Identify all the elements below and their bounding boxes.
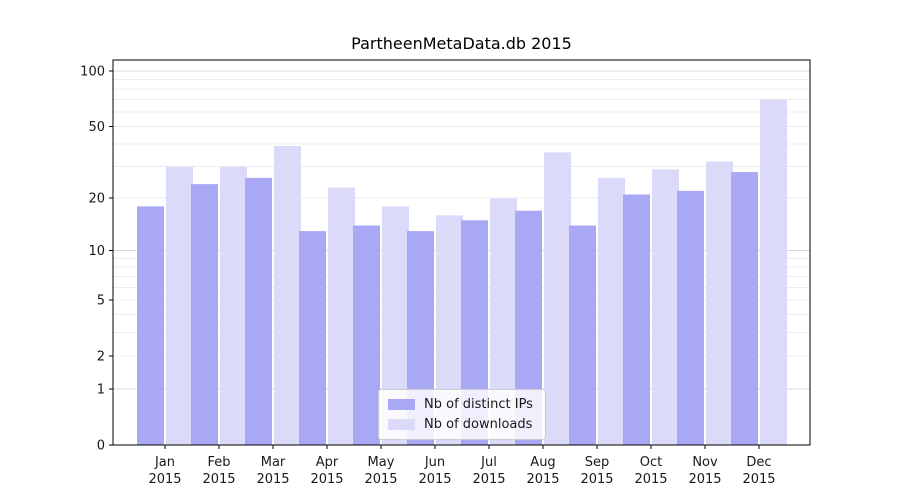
x-tick-label-year: 2015	[364, 472, 397, 487]
bar-downloads-aug	[544, 152, 571, 445]
bar-distinct-ips-mar	[245, 177, 272, 445]
bar-downloads-sep	[598, 177, 625, 445]
x-tick-label-month: Oct	[640, 455, 662, 470]
x-tick-label-year: 2015	[148, 472, 181, 487]
bar-distinct-ips-sep	[569, 225, 596, 445]
bar-distinct-ips-apr	[299, 231, 326, 445]
y-tick-label: 50	[88, 120, 105, 135]
legend-label-downloads: Nb of downloads	[424, 417, 533, 432]
x-tick-label-year: 2015	[580, 472, 613, 487]
y-tick-label: 1	[97, 382, 105, 397]
x-tick-label-year: 2015	[256, 472, 289, 487]
x-tick-label-month: Feb	[207, 455, 230, 470]
chart-title: PartheenMetaData.db 2015	[351, 34, 572, 53]
bar-distinct-ips-dec	[731, 172, 758, 445]
y-tick-label: 10	[88, 244, 105, 259]
bar-downloads-feb	[220, 166, 247, 446]
x-tick-label-year: 2015	[472, 472, 505, 487]
x-tick-label-month: Aug	[530, 455, 555, 470]
x-tick-label-month: Sep	[585, 455, 610, 470]
x-tick-label-year: 2015	[526, 472, 559, 487]
legend-label-distinct-ips: Nb of distinct IPs	[424, 397, 533, 412]
x-tick-label-year: 2015	[634, 472, 667, 487]
bar-downloads-dec	[760, 99, 787, 446]
bar-downloads-oct	[652, 169, 679, 445]
y-tick-label: 5	[97, 293, 105, 308]
x-tick-label-month: May	[368, 455, 395, 470]
x-tick-label-month: Nov	[692, 455, 718, 470]
x-tick-label-month: Apr	[316, 455, 339, 470]
y-tick-label: 0	[97, 439, 105, 454]
x-tick-label-month: Jan	[154, 455, 175, 470]
bar-distinct-ips-feb	[191, 184, 218, 445]
bar-distinct-ips-oct	[623, 194, 650, 445]
y-tick-label: 2	[97, 349, 105, 364]
x-tick-label-year: 2015	[418, 472, 451, 487]
x-tick-label-month: Dec	[746, 455, 771, 470]
bar-distinct-ips-jan	[137, 206, 164, 445]
legend: Nb of distinct IPs Nb of downloads	[378, 389, 546, 440]
legend-swatch-downloads	[388, 419, 415, 430]
bar-downloads-jan	[166, 166, 193, 446]
bar-downloads-mar	[274, 146, 301, 445]
bar-downloads-apr	[328, 187, 355, 445]
x-tick-label-year: 2015	[202, 472, 235, 487]
x-tick-label-year: 2015	[688, 472, 721, 487]
x-tick-label-year: 2015	[742, 472, 775, 487]
bar-downloads-nov	[706, 161, 733, 445]
legend-item-downloads: Nb of downloads	[388, 417, 533, 432]
x-tick-label-month: Jul	[480, 455, 497, 470]
legend-item-distinct-ips: Nb of distinct IPs	[388, 397, 533, 412]
bar-distinct-ips-nov	[677, 190, 704, 445]
x-tick-label-month: Jun	[424, 455, 445, 470]
y-tick-label: 20	[88, 192, 105, 207]
x-tick-label-year: 2015	[310, 472, 343, 487]
legend-swatch-distinct-ips	[388, 399, 415, 410]
y-tick-label: 100	[80, 64, 105, 79]
plot-frame	[112, 59, 811, 446]
bar-distinct-ips-may	[353, 225, 380, 445]
x-tick-label-month: Mar	[261, 455, 286, 470]
